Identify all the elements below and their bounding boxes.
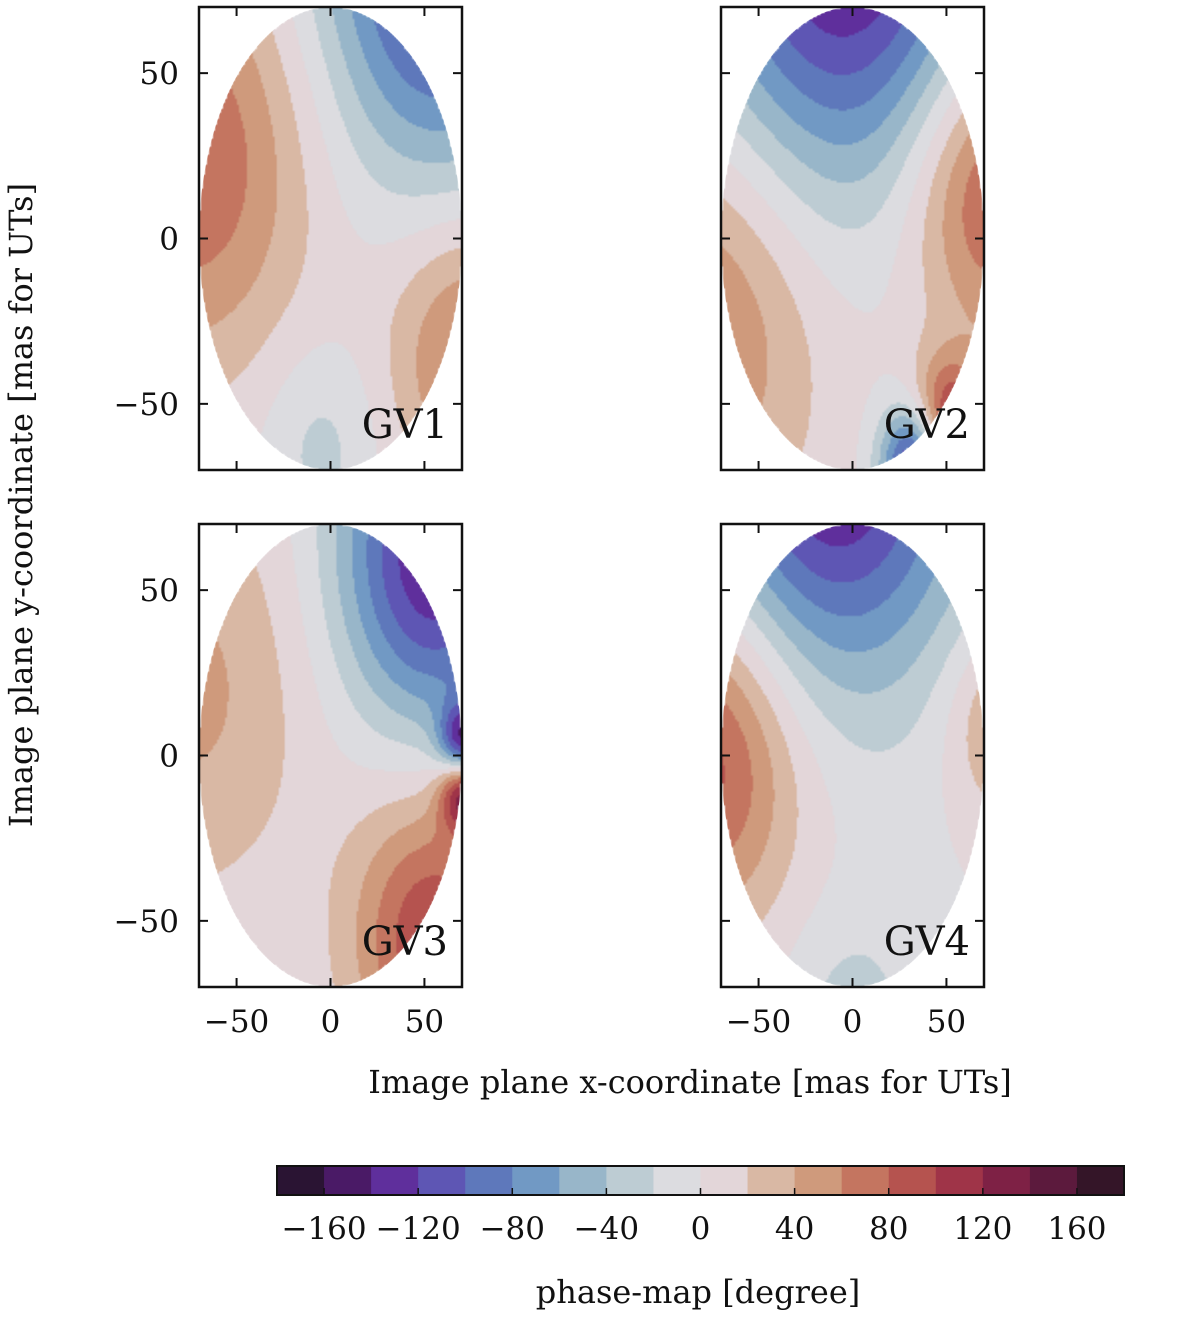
colorbar-tick-label: 80 xyxy=(869,1211,908,1247)
colorbar-segment xyxy=(418,1166,466,1195)
panels-group: −50 0 50 GV1 GV2 −50 0 50 −50 0 50 GV3 −50 0 50 GV4 xyxy=(114,5,986,1040)
colorbar-segment xyxy=(1076,1166,1125,1195)
colorbar-tick-label: 40 xyxy=(775,1211,814,1247)
y-tick-label: 0 xyxy=(159,222,179,258)
y-tick-label: −50 xyxy=(114,904,179,940)
panel-gv1: −50 0 50 GV1 xyxy=(114,5,464,472)
y-tick-label: 0 xyxy=(159,739,179,775)
x-tick-label: −50 xyxy=(726,1004,791,1040)
colorbar-tick-label: 160 xyxy=(1047,1211,1106,1247)
phase-map-gv1 xyxy=(199,7,462,470)
panel-label: GV4 xyxy=(884,919,970,965)
colorbar-segment xyxy=(700,1166,749,1195)
colorbar-tick-label: 0 xyxy=(691,1211,711,1247)
colorbar-segment xyxy=(277,1166,325,1195)
colorbar-segment xyxy=(465,1166,513,1195)
colorbar-tick-label: −120 xyxy=(376,1211,461,1247)
x-tick-label: 0 xyxy=(321,1004,341,1040)
x-tick-label: −50 xyxy=(204,1004,269,1040)
colorbar-tick-label: −80 xyxy=(480,1211,545,1247)
colorbar-segment xyxy=(982,1166,1031,1195)
colorbar-label: phase-map [degree] xyxy=(536,1273,860,1311)
colorbar-segment xyxy=(324,1166,372,1195)
y-axis-label: Image plane y-coordinate [mas for UTs] xyxy=(2,183,40,827)
phase-map-gv2 xyxy=(721,7,984,470)
panel-label: GV2 xyxy=(884,402,970,448)
x-axis-label: Image plane x-coordinate [mas for UTs] xyxy=(368,1063,1012,1101)
colorbar-segment xyxy=(512,1166,560,1195)
y-tick-label: 50 xyxy=(140,56,179,92)
phase-map-gv4 xyxy=(721,524,984,987)
colorbar-segment xyxy=(559,1166,607,1195)
y-tick-label: −50 xyxy=(114,387,179,423)
x-tick-label: 50 xyxy=(927,1004,966,1040)
colorbar-tick-label: −40 xyxy=(574,1211,639,1247)
colorbar-segment xyxy=(606,1166,655,1195)
panel-gv2: GV2 xyxy=(719,5,986,472)
x-tick-label: 50 xyxy=(405,1004,444,1040)
panel-label: GV3 xyxy=(362,919,448,965)
panel-gv3: −50 0 50 −50 0 50 GV3 xyxy=(114,522,464,1040)
colorbar-segment xyxy=(888,1166,937,1195)
colorbar-segment xyxy=(653,1166,702,1195)
colorbar-segment xyxy=(794,1166,843,1195)
colorbar-segment xyxy=(935,1166,984,1195)
panel-label: GV1 xyxy=(362,402,448,448)
colorbar-tick-label: 120 xyxy=(953,1211,1012,1247)
phase-map-gv3 xyxy=(199,524,462,987)
panel-gv4: −50 0 50 GV4 xyxy=(719,522,986,1040)
colorbar: −160 −120 −80 −40 0 40 80 120 160 xyxy=(276,1165,1125,1247)
y-tick-label: 50 xyxy=(140,573,179,609)
colorbar-segment xyxy=(1029,1166,1078,1195)
colorbar-segment xyxy=(371,1166,419,1195)
colorbar-segment xyxy=(841,1166,890,1195)
x-tick-label: 0 xyxy=(843,1004,863,1040)
colorbar-segment xyxy=(747,1166,796,1195)
colorbar-tick-label: −160 xyxy=(281,1211,366,1247)
